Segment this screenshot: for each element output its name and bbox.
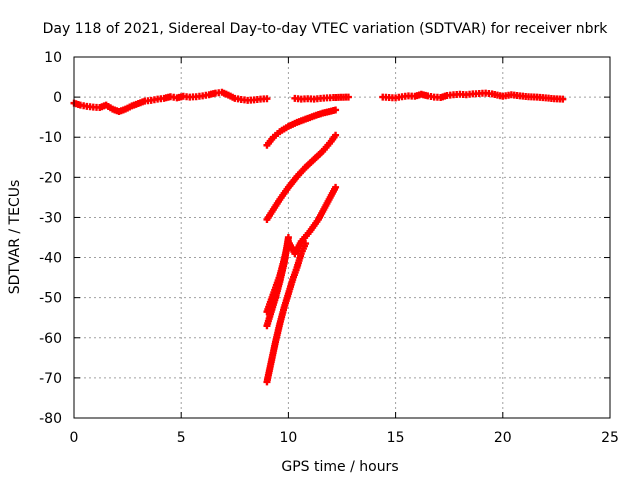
- data-point: [344, 93, 352, 101]
- data-point: [332, 106, 340, 114]
- x-tick-label: 25: [601, 430, 619, 446]
- y-tick-label: -70: [39, 371, 62, 387]
- chart-title: Day 118 of 2021, Sidereal Day-to-day VTE…: [43, 21, 609, 37]
- data-point: [559, 95, 567, 103]
- x-tick-labels: 0 5 10 15 20 25: [70, 430, 619, 446]
- y-tick-label: 0: [53, 90, 62, 106]
- x-tick-label: 15: [387, 430, 405, 446]
- y-axis-label: SDTVAR / TECUs: [7, 180, 23, 295]
- x-tick-label: 5: [177, 430, 186, 446]
- data-point: [263, 95, 271, 103]
- y-tick-label: -50: [39, 291, 62, 307]
- y-tick-label: -40: [39, 251, 62, 267]
- data-point: [284, 234, 292, 241]
- data-point: [332, 131, 340, 139]
- y-tick-labels: 10 0 -10 -20 -30 -40 -50 -60 -70 -80: [39, 50, 62, 427]
- grid-lines: [74, 57, 610, 418]
- y-tick-label: 10: [44, 50, 62, 66]
- y-tick-label: -30: [39, 210, 62, 226]
- x-tick-label: 10: [279, 430, 297, 446]
- y-tick-label: -60: [39, 331, 62, 347]
- x-tick-label: 0: [70, 430, 79, 446]
- y-tick-label: -10: [39, 130, 62, 146]
- y-tick-label: -20: [39, 170, 62, 186]
- data-point: [332, 183, 340, 191]
- y-tick-label: -80: [39, 411, 62, 427]
- x-tick-label: 20: [494, 430, 512, 446]
- axis-ticks: [73, 56, 611, 419]
- plot-frame: [73, 56, 611, 419]
- data-point: [302, 240, 310, 248]
- data-points: [70, 88, 567, 386]
- x-axis-label: GPS time / hours: [281, 459, 398, 475]
